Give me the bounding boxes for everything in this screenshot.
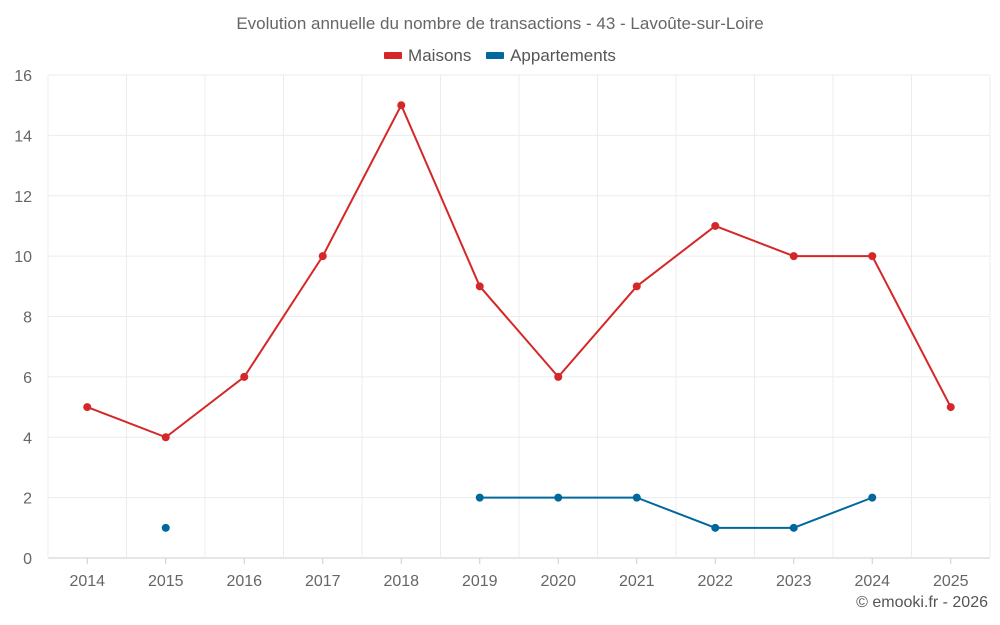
data-point-appartements bbox=[711, 523, 720, 532]
y-tick-label: 0 bbox=[23, 551, 32, 568]
data-point-appartements bbox=[868, 493, 877, 502]
data-point-appartements bbox=[632, 493, 641, 502]
data-point-maisons bbox=[397, 101, 406, 110]
legend-item-appartements[interactable]: Appartements bbox=[486, 46, 616, 66]
x-tick-label: 2016 bbox=[226, 573, 262, 590]
y-tick-label: 10 bbox=[14, 249, 32, 266]
chart-title: Evolution annuelle du nombre de transact… bbox=[236, 14, 764, 33]
x-tick-label: 2017 bbox=[305, 573, 341, 590]
data-point-maisons bbox=[161, 433, 170, 442]
x-tick-label: 2024 bbox=[854, 573, 890, 590]
y-tick-label: 6 bbox=[23, 370, 32, 387]
series-line-maisons bbox=[86, 104, 952, 439]
data-point-maisons bbox=[711, 221, 720, 230]
x-tick-label: 2018 bbox=[383, 573, 419, 590]
data-point-maisons bbox=[83, 403, 92, 412]
legend-swatch-maisons bbox=[384, 52, 403, 59]
legend-label-maisons: Maisons bbox=[408, 45, 472, 65]
series-line-appartements bbox=[479, 496, 873, 529]
y-tick-label: 16 bbox=[14, 68, 32, 85]
x-tick-label: 2019 bbox=[462, 573, 498, 590]
data-point-maisons bbox=[240, 372, 249, 381]
data-point-appartements bbox=[789, 523, 798, 532]
data-point-maisons bbox=[554, 372, 563, 381]
data-point-maisons bbox=[632, 282, 641, 291]
y-tick-label: 12 bbox=[14, 189, 32, 206]
data-point-appartements bbox=[161, 523, 170, 532]
x-tick-label: 2023 bbox=[776, 573, 812, 590]
data-point-maisons bbox=[318, 252, 327, 261]
x-tick-label: 2022 bbox=[697, 573, 733, 590]
y-tick-label: 8 bbox=[23, 310, 32, 327]
x-tick-label: 2014 bbox=[69, 573, 105, 590]
data-point-maisons bbox=[475, 282, 484, 291]
data-point-appartements bbox=[475, 493, 484, 502]
legend: Maisons Appartements bbox=[0, 44, 1000, 66]
legend-swatch-appartements bbox=[486, 52, 505, 59]
legend-label-appartements: Appartements bbox=[510, 45, 616, 65]
data-point-appartements bbox=[554, 493, 563, 502]
legend-item-maisons[interactable]: Maisons bbox=[384, 46, 471, 66]
y-tick-label: 2 bbox=[23, 491, 32, 508]
y-tick-label: 14 bbox=[14, 128, 32, 145]
credit-text: © emooki.fr - 2026 bbox=[856, 594, 988, 611]
data-point-maisons bbox=[946, 403, 955, 412]
x-tick-label: 2021 bbox=[619, 573, 655, 590]
data-point-maisons bbox=[868, 252, 877, 261]
y-tick-label: 4 bbox=[23, 430, 32, 447]
data-point-maisons bbox=[789, 252, 798, 261]
x-tick-label: 2020 bbox=[540, 573, 576, 590]
x-tick-label: 2015 bbox=[148, 573, 184, 590]
x-tick-label: 2025 bbox=[933, 573, 969, 590]
